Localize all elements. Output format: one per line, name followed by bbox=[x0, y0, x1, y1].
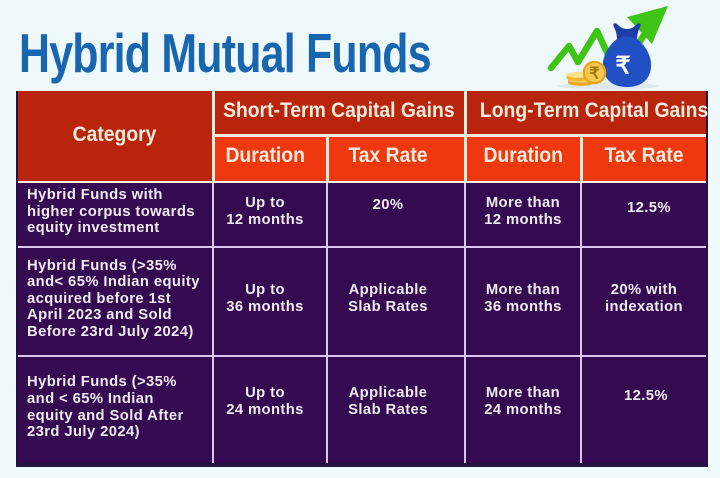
svg-text:₹: ₹ bbox=[589, 65, 599, 82]
svg-text:₹: ₹ bbox=[615, 53, 630, 80]
